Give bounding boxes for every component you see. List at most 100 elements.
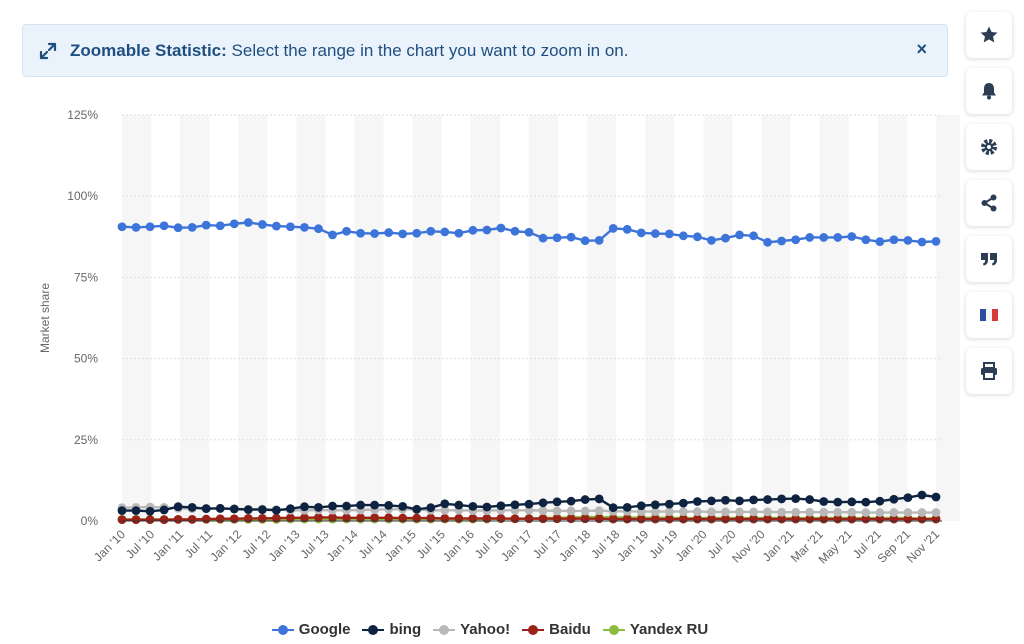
data-point-google <box>875 237 885 247</box>
x-tick-label: Jan '12 <box>207 527 244 564</box>
data-point-bing <box>875 496 885 506</box>
data-point-google <box>889 235 899 245</box>
data-point-yahoo <box>889 508 899 517</box>
share-button[interactable] <box>966 180 1012 226</box>
data-point-bing <box>342 501 351 511</box>
data-point-yahoo <box>861 508 871 517</box>
data-point-google <box>777 236 787 246</box>
y-tick-label: 0% <box>81 514 99 528</box>
grid-band <box>587 115 617 521</box>
y-axis-title: Market share <box>38 283 52 353</box>
data-point-google <box>496 223 506 233</box>
print-button[interactable] <box>966 348 1012 394</box>
x-tick-label: Jan '15 <box>382 527 419 564</box>
legend-item-bing[interactable]: bing <box>362 621 421 638</box>
data-point-yahoo <box>552 506 562 516</box>
data-point-yahoo <box>650 507 660 516</box>
data-point-google <box>735 230 744 240</box>
data-point-google <box>370 229 380 238</box>
data-point-baidu <box>608 514 618 524</box>
legend-label: Yandex RU <box>629 621 709 638</box>
bell-icon <box>982 83 996 100</box>
data-point-yahoo <box>678 507 688 516</box>
quote-icon <box>981 253 997 266</box>
data-point-google <box>566 232 576 242</box>
y-tick-label: 75% <box>74 270 98 284</box>
legend-item-baidu[interactable]: Baidu <box>522 621 591 638</box>
data-point-google <box>398 229 408 239</box>
data-point-bing <box>664 499 674 509</box>
legend-item-yandex-ru[interactable]: Yandex RU <box>602 621 709 638</box>
data-point-bing <box>777 494 787 504</box>
data-point-bing <box>384 501 394 510</box>
data-point-baidu <box>566 514 576 524</box>
data-point-google <box>749 231 758 241</box>
share-icon <box>981 194 997 212</box>
data-point-bing <box>215 503 225 513</box>
data-point-bing <box>257 505 267 515</box>
data-point-yahoo <box>707 507 716 517</box>
data-point-bing <box>917 490 927 500</box>
data-point-google <box>636 228 646 238</box>
data-point-baidu <box>342 513 351 523</box>
banner-close-button[interactable]: × <box>916 39 927 59</box>
data-point-bing <box>454 500 464 510</box>
data-point-google <box>805 233 815 242</box>
data-point-baidu <box>131 515 141 525</box>
data-point-bing <box>833 497 843 507</box>
data-point-yahoo <box>594 506 604 516</box>
cite-button[interactable] <box>966 236 1012 282</box>
data-point-baidu <box>370 513 380 523</box>
legend-marker <box>522 625 545 636</box>
data-point-baidu <box>580 514 590 524</box>
favorite-button[interactable] <box>966 12 1012 58</box>
data-point-baidu <box>314 513 323 522</box>
data-point-google <box>187 222 197 232</box>
data-point-yahoo <box>749 507 758 517</box>
grid-band <box>238 115 268 521</box>
legend-item-google[interactable]: Google <box>271 621 350 638</box>
data-point-baidu <box>159 515 169 525</box>
data-point-baidu <box>187 514 197 524</box>
legend-label: Baidu <box>549 621 591 638</box>
data-point-google <box>552 233 562 243</box>
grid-band <box>470 115 500 521</box>
data-point-google <box>482 225 492 235</box>
data-point-baidu <box>384 513 394 523</box>
data-point-google <box>215 221 225 231</box>
data-point-bing <box>861 497 871 507</box>
data-point-google <box>412 228 422 238</box>
data-point-google <box>510 226 520 236</box>
banner-title: Zoomable Statistic: <box>70 41 227 60</box>
data-point-baidu <box>215 514 225 524</box>
data-point-google <box>454 228 464 238</box>
data-point-bing <box>847 497 857 507</box>
data-point-yahoo <box>791 507 801 517</box>
data-point-google <box>650 229 660 238</box>
data-point-bing <box>187 502 197 512</box>
x-tick-label: Jan '11 <box>150 527 187 564</box>
banner-text: Zoomable Statistic: Select the range in … <box>70 41 628 61</box>
data-point-bing <box>721 495 730 505</box>
data-point-bing <box>580 495 590 504</box>
data-point-google <box>847 232 857 241</box>
gear-icon <box>981 139 997 155</box>
data-point-baidu <box>594 514 604 524</box>
data-point-google <box>819 233 829 242</box>
data-point-baidu <box>201 514 211 524</box>
data-point-baidu <box>286 513 295 523</box>
x-tick-label: Nov '21 <box>904 527 943 566</box>
data-point-yahoo <box>580 506 590 516</box>
language-button[interactable] <box>966 292 1012 338</box>
data-point-google <box>426 226 436 236</box>
data-point-bing <box>117 506 127 516</box>
data-point-bing <box>510 500 520 510</box>
legend-label: bing <box>389 621 422 638</box>
notification-button[interactable] <box>966 68 1012 114</box>
settings-button[interactable] <box>966 124 1012 170</box>
data-point-yahoo <box>440 505 450 515</box>
legend-item-yahoo[interactable]: Yahoo! <box>433 621 510 638</box>
data-point-google <box>440 227 450 237</box>
data-point-bing <box>735 496 744 506</box>
